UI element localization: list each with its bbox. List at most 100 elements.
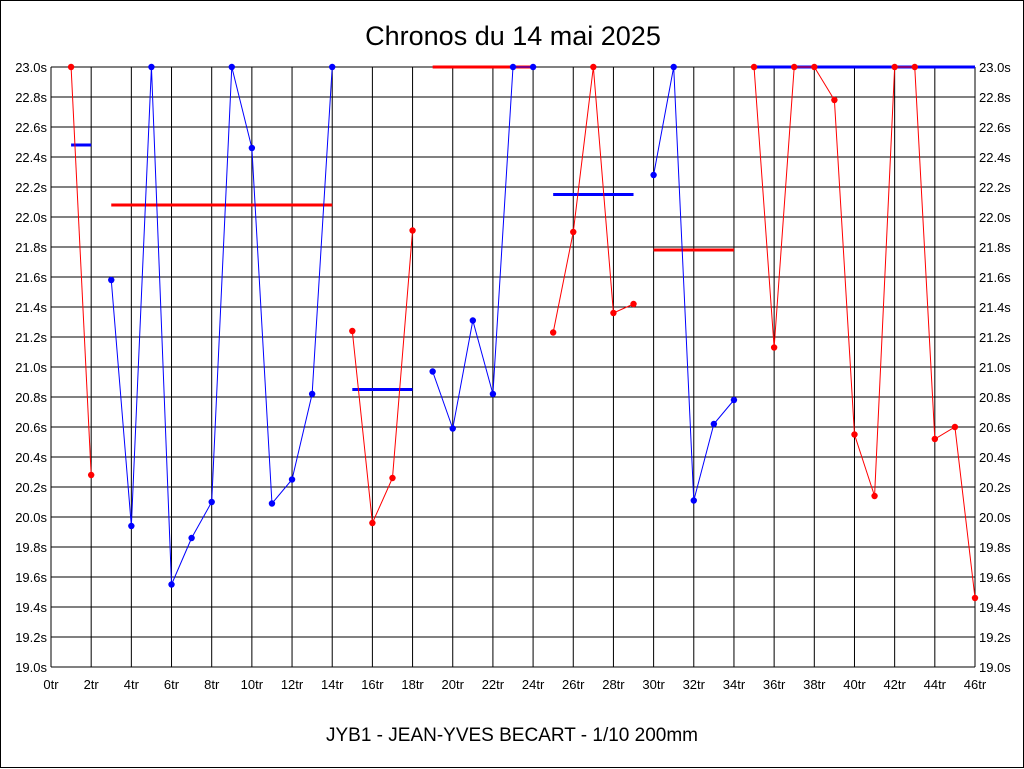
data-point bbox=[389, 474, 396, 482]
data-point bbox=[811, 63, 818, 71]
data-point bbox=[268, 500, 276, 507]
y-tick-label-right: 21.2s bbox=[979, 330, 1011, 345]
x-axis: 0tr 2tr 4tr 6tr 8tr 10tr 12tr 14tr 16tr 18tr 20tr 2… bbox=[43, 677, 986, 692]
y-tick-label-left: 19.2s bbox=[15, 630, 47, 645]
y-tick-label-right: 19.2s bbox=[979, 630, 1011, 645]
data-point bbox=[670, 63, 677, 71]
data-point bbox=[248, 144, 256, 152]
series-line bbox=[110, 66, 333, 585]
x-tick-label: 32tr bbox=[683, 677, 706, 692]
average-lines bbox=[71, 65, 975, 391]
x-tick-label: 0tr bbox=[43, 677, 59, 692]
series-line bbox=[753, 66, 976, 599]
data-point bbox=[87, 471, 95, 479]
data-point bbox=[851, 431, 858, 438]
data-point bbox=[891, 63, 898, 71]
y-tick-label-left: 19.0s bbox=[15, 660, 47, 675]
x-tick-label: 30tr bbox=[642, 677, 665, 692]
x-tick-label: 22tr bbox=[482, 677, 505, 692]
x-tick-label: 14tr bbox=[321, 677, 344, 692]
y-tick-label-left: 20.6s bbox=[15, 420, 47, 435]
data-point bbox=[429, 368, 436, 375]
y-tick-label-left: 19.8s bbox=[15, 540, 47, 555]
x-tick-label: 26tr bbox=[562, 677, 585, 692]
y-tick-label-right: 22.8s bbox=[979, 90, 1011, 105]
data-point bbox=[409, 227, 416, 234]
chart-footer: JYB1 - JEAN-YVES BECART - 1/10 200mm bbox=[326, 725, 698, 746]
x-tick-label: 4tr bbox=[124, 677, 140, 692]
data-point bbox=[951, 423, 959, 431]
x-tick-label: 12tr bbox=[281, 677, 304, 692]
series-lines bbox=[70, 66, 976, 599]
y-tick-label-left: 22.6s bbox=[15, 120, 47, 135]
x-tick-label: 38tr bbox=[803, 677, 826, 692]
y-tick-label-right: 20.6s bbox=[979, 420, 1011, 435]
x-tick-label: 8tr bbox=[204, 677, 220, 692]
data-point bbox=[750, 63, 758, 71]
y-tick-label-left: 22.2s bbox=[15, 180, 47, 195]
series-line bbox=[432, 66, 534, 431]
y-tick-label-left: 22.0s bbox=[15, 210, 47, 225]
x-tick-label: 46tr bbox=[964, 677, 987, 692]
data-point bbox=[489, 390, 497, 398]
y-tick-label-right: 21.0s bbox=[979, 360, 1011, 375]
y-tick-label-right: 22.4s bbox=[979, 150, 1011, 165]
y-tick-label-left: 20.8s bbox=[15, 390, 47, 405]
data-point bbox=[67, 63, 75, 71]
data-point bbox=[549, 329, 557, 336]
y-tick-label-left: 21.8s bbox=[15, 240, 47, 255]
x-tick-label: 24tr bbox=[522, 677, 545, 692]
data-point bbox=[188, 534, 195, 542]
y-tick-label-left: 21.0s bbox=[15, 360, 47, 375]
data-point bbox=[630, 300, 637, 308]
data-point bbox=[831, 96, 838, 104]
data-point bbox=[791, 63, 798, 71]
y-tick-label-left: 21.4s bbox=[15, 300, 47, 315]
series-line bbox=[552, 66, 634, 333]
y-axis-right: 19.0s 19.2s 19.4s 19.6s 19.8s 20.0s 20.2s 20.4s… bbox=[979, 60, 1011, 675]
y-tick-label-left: 19.4s bbox=[15, 600, 47, 615]
data-point bbox=[690, 497, 697, 504]
y-tick-label-left: 23.0s bbox=[15, 60, 47, 75]
data-point bbox=[168, 581, 175, 588]
data-point bbox=[730, 396, 738, 404]
data-point bbox=[228, 63, 235, 71]
data-point bbox=[931, 435, 939, 443]
y-tick-label-left: 22.4s bbox=[15, 150, 47, 165]
x-tick-label: 36tr bbox=[763, 677, 786, 692]
data-point bbox=[650, 171, 657, 179]
y-tick-label-right: 20.0s bbox=[979, 510, 1011, 525]
x-tick-label: 10tr bbox=[241, 677, 264, 692]
y-tick-label-right: 19.0s bbox=[979, 660, 1011, 675]
x-tick-label: 40tr bbox=[843, 677, 866, 692]
series-line bbox=[70, 66, 92, 476]
data-point bbox=[971, 594, 979, 602]
y-tick-label-right: 20.4s bbox=[979, 450, 1011, 465]
y-axis-left: 19.0s 19.2s 19.4s 19.6s 19.8s 20.0s 20.2s 20.4s… bbox=[15, 60, 47, 675]
y-tick-label-left: 21.6s bbox=[15, 270, 47, 285]
x-tick-label: 16tr bbox=[361, 677, 384, 692]
series-line bbox=[351, 230, 414, 525]
data-point bbox=[449, 425, 456, 432]
x-tick-label: 28tr bbox=[602, 677, 625, 692]
data-point bbox=[911, 63, 918, 71]
chart-title: Chronos du 14 mai 2025 bbox=[365, 21, 661, 51]
data-point bbox=[871, 492, 878, 500]
data-point bbox=[469, 317, 477, 324]
y-tick-label-left: 20.2s bbox=[15, 480, 47, 495]
y-tick-label-right: 19.8s bbox=[979, 540, 1011, 555]
y-tick-label-left: 22.8s bbox=[15, 90, 47, 105]
y-tick-label-right: 21.6s bbox=[979, 270, 1011, 285]
data-point bbox=[349, 327, 356, 335]
y-tick-label-right: 20.2s bbox=[979, 480, 1011, 495]
data-point bbox=[148, 63, 155, 71]
x-tick-label: 2tr bbox=[84, 677, 100, 692]
y-tick-label-right: 19.4s bbox=[979, 600, 1011, 615]
y-tick-label-left: 19.6s bbox=[15, 570, 47, 585]
data-point bbox=[369, 519, 376, 527]
y-tick-label-right: 23.0s bbox=[979, 60, 1011, 75]
data-point bbox=[128, 522, 135, 530]
data-point bbox=[770, 344, 778, 351]
